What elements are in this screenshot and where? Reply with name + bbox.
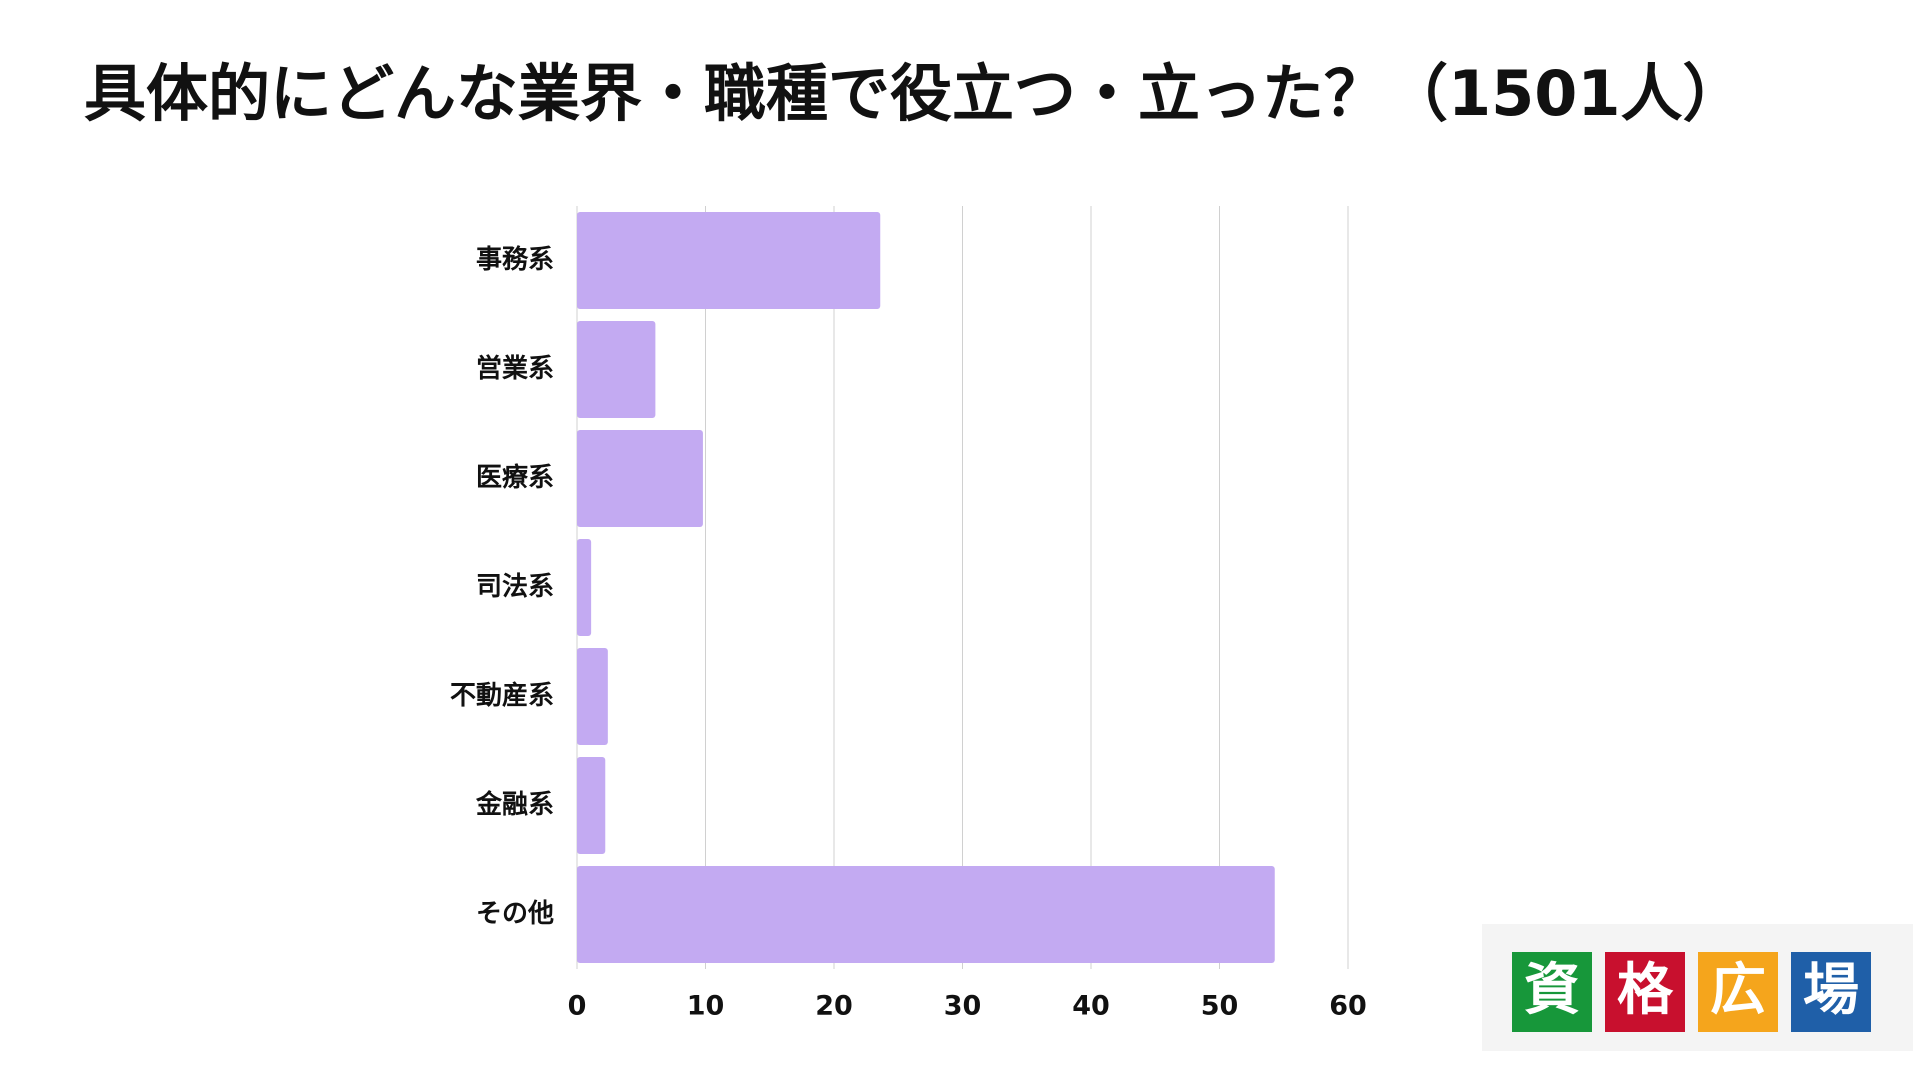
logo-char: 広 [1710,958,1766,1023]
y-tick-label: 不動産系 [450,680,554,711]
y-tick-label: 医療系 [476,463,554,493]
logo-tile [1512,952,1592,1032]
logo-char: 格 [1617,958,1674,1023]
x-tick-label: 10 [687,991,725,1022]
bar [577,647,608,746]
x-tick-label: 0 [568,991,587,1022]
bar [577,865,1275,964]
y-tick-label: その他 [476,899,554,929]
logo-char: 資 [1524,958,1580,1023]
y-tick-label: 営業系 [476,354,554,384]
x-tick-label: 50 [1201,991,1239,1022]
logo-tile [1605,952,1685,1032]
y-tick-label: 金融系 [475,789,554,820]
logo-tile [1698,952,1778,1032]
bar [577,320,656,419]
logo-tile [1791,952,1871,1032]
logo-char: 場 [1803,958,1859,1023]
x-tick-label: 30 [944,991,982,1022]
bar [577,211,881,310]
chart-title: 具体的にどんな業界・職種で役立つ・立った？（1501人） [84,57,1745,130]
y-tick-label: 事務系 [476,245,554,275]
bar [577,756,606,855]
x-tick-label: 20 [815,991,853,1022]
y-tick-label: 司法系 [476,572,554,602]
x-tick-label: 40 [1072,991,1110,1022]
x-tick-label: 60 [1329,991,1367,1022]
bar [577,429,703,528]
bar [577,538,592,637]
